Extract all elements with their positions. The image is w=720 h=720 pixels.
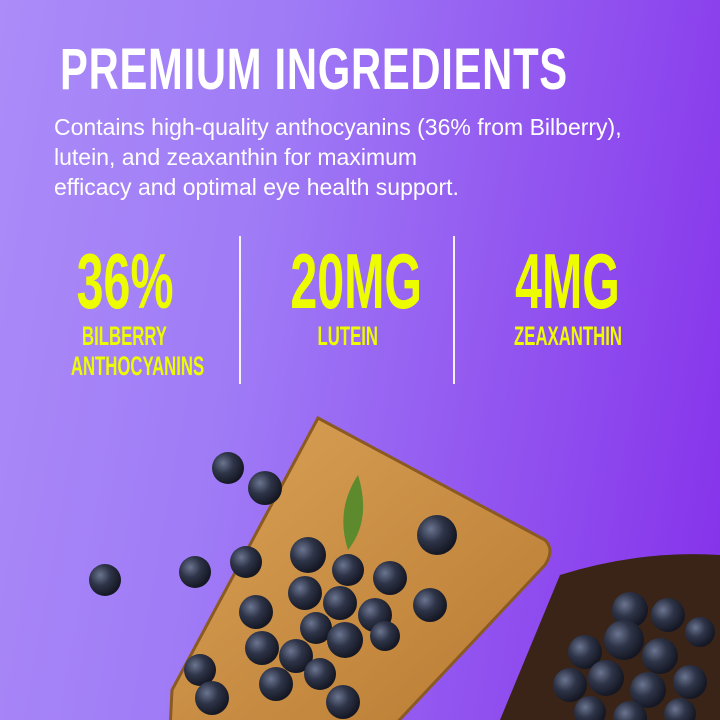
berry — [588, 660, 624, 696]
berry — [370, 621, 400, 651]
berry — [630, 672, 666, 708]
berry — [179, 556, 211, 588]
stat-bilberry: 36% BILBERRY ANTHOCYANINS — [30, 240, 220, 382]
berry — [673, 665, 707, 699]
stat-value: 36% — [76, 237, 174, 325]
berry — [279, 639, 313, 673]
page-title: PREMIUM INGREDIENTS — [60, 37, 568, 102]
berry — [574, 696, 606, 720]
description: Contains high-quality anthocyanins (36% … — [54, 112, 694, 202]
berry — [245, 631, 279, 665]
berry — [553, 668, 587, 702]
berry — [184, 654, 216, 686]
berry — [89, 564, 121, 596]
berries-illustration — [89, 415, 720, 720]
stat-zeaxanthin: 4MG ZEAXANTHIN — [470, 240, 665, 352]
berry — [212, 452, 244, 484]
berry — [642, 638, 678, 674]
berry — [300, 612, 332, 644]
berry — [604, 620, 644, 660]
divider — [453, 236, 455, 384]
stat-lutein: 20MG LUTEIN — [250, 240, 445, 352]
berry — [568, 635, 602, 669]
berries — [89, 452, 715, 720]
divider — [239, 236, 241, 384]
berry — [651, 598, 685, 632]
leaf — [343, 475, 364, 550]
stat-label: ZEAXANTHIN — [513, 321, 622, 351]
berry — [612, 592, 648, 628]
description-line: efficacy and optimal eye health support. — [54, 174, 459, 200]
berry — [290, 537, 326, 573]
berry — [417, 515, 457, 555]
berry — [259, 667, 293, 701]
berry — [613, 701, 647, 720]
berry — [195, 681, 229, 715]
berry — [413, 588, 447, 622]
berry — [230, 546, 262, 578]
berry — [332, 554, 364, 586]
description-line: Contains high-quality anthocyanins (36% … — [54, 114, 622, 140]
berry — [373, 561, 407, 595]
berry — [327, 622, 363, 658]
berry — [248, 471, 282, 505]
berry — [288, 576, 322, 610]
berry — [239, 595, 273, 629]
berry — [685, 617, 715, 647]
stat-label: ANTHOCYANINS — [70, 351, 205, 381]
description-line: lutein, and zeaxanthin for maximum — [54, 144, 418, 170]
berry — [323, 586, 357, 620]
berry — [664, 698, 696, 720]
berry — [304, 658, 336, 690]
stat-value: 20MG — [290, 237, 423, 325]
berry — [326, 685, 360, 719]
stat-value: 4MG — [515, 237, 620, 325]
stat-label: BILBERRY — [82, 321, 168, 351]
stat-label: LUTEIN — [317, 321, 378, 351]
